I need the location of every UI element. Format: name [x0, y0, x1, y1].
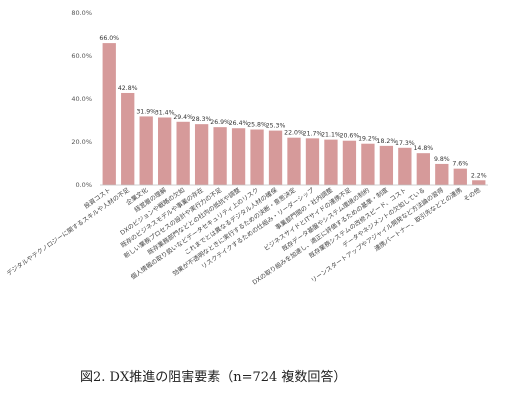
data-label: 25.8%: [247, 122, 267, 129]
bar: [194, 124, 209, 185]
data-label: 14.8%: [414, 145, 434, 152]
data-label: 21.1%: [321, 132, 341, 139]
bar: [213, 127, 227, 185]
x-tick-label: その他: [462, 186, 482, 203]
bar: [158, 117, 172, 185]
bar: [435, 163, 449, 185]
y-tick-label: 40.0%: [71, 95, 92, 103]
figure-caption: 図2. DX推進の阻害要素（n=724 複数回答）: [80, 370, 347, 385]
data-label: 17.3%: [395, 140, 415, 147]
data-label: 21.7%: [303, 130, 323, 137]
bar: [268, 130, 283, 185]
bar: [121, 92, 135, 185]
bars: [102, 43, 486, 185]
data-label: 66.0%: [99, 35, 119, 42]
bar: [305, 138, 320, 185]
y-axis-ticks: 0.0% 20.0% 40.0% 60.0% 80.0%: [71, 9, 92, 189]
data-label: 25.3%: [266, 123, 286, 130]
data-label: 2.2%: [471, 172, 487, 179]
data-label: 31.4%: [155, 109, 175, 116]
data-label: 19.2%: [358, 136, 378, 143]
data-label: 29.4%: [173, 114, 193, 121]
data-label: 7.6%: [452, 161, 468, 168]
x-axis-labels: 投資コストデジタルやテクノロジーに関するスキルや人材の不足企業文化経営層の理解D…: [5, 186, 482, 287]
bar: [176, 121, 190, 185]
data-label: 26.9%: [210, 119, 230, 126]
bar: [139, 116, 153, 185]
y-tick-label: 60.0%: [71, 52, 92, 60]
bar: [472, 180, 486, 185]
data-label: 31.9%: [136, 108, 156, 115]
bar: [324, 139, 338, 185]
bar: [398, 147, 412, 185]
bar: [379, 145, 394, 185]
bar: [231, 128, 246, 185]
y-tick-label: 20.0%: [71, 138, 92, 146]
data-label: 22.0%: [284, 130, 304, 137]
x-tick-label: デジタルやテクノロジーに関するスキルや人材の不足: [5, 186, 131, 277]
bar: [102, 43, 116, 185]
data-labels: 66.0% 42.8% 31.9%31.4%29.4%28.3%26.9%26.4%…: [99, 35, 486, 179]
y-tick-label: 80.0%: [71, 9, 92, 17]
data-label: 9.8%: [434, 156, 450, 163]
bar: [416, 153, 430, 185]
bar-chart: 0.0% 20.0% 40.0% 60.0% 80.0% 66.0% 42.8% 31.9%…: [5, 9, 488, 287]
data-label: 28.3%: [192, 116, 212, 123]
data-label: 42.8%: [118, 85, 138, 92]
data-label: 20.6%: [340, 133, 360, 140]
bar: [250, 129, 264, 185]
data-label: 18.2%: [377, 138, 397, 145]
data-label: 26.4%: [229, 120, 249, 127]
y-tick-label: 0.0%: [75, 181, 92, 189]
bar: [287, 137, 301, 185]
bar: [361, 143, 375, 185]
bar: [342, 140, 357, 185]
bar: [453, 168, 467, 185]
